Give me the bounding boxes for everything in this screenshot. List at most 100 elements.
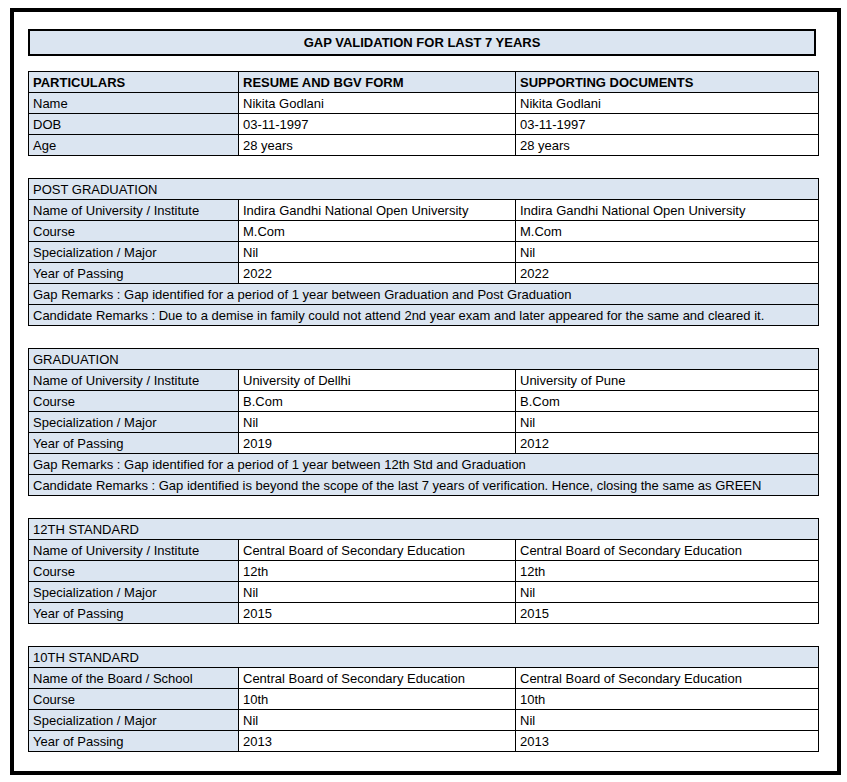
- resume-value: 2013: [239, 731, 516, 752]
- supporting-value: 2013: [516, 731, 819, 752]
- section-table-12th-standard: 12TH STANDARD Name of University / Insti…: [28, 518, 819, 624]
- candidate-remarks: Candidate Remarks : Gap identified is be…: [29, 475, 819, 496]
- section-table-10th-standard: 10TH STANDARD Name of the Board / School…: [28, 646, 819, 752]
- table-header-row: PARTICULARS RESUME AND BGV FORM SUPPORTI…: [29, 72, 819, 93]
- row-label: Name of the Board / School: [29, 668, 239, 689]
- candidate-remarks-row: Candidate Remarks : Gap identified is be…: [29, 475, 819, 496]
- supporting-value: 2015: [516, 603, 819, 624]
- row-label: Specialization / Major: [29, 412, 239, 433]
- table-row: Name of University / Institute Central B…: [29, 540, 819, 561]
- candidate-remarks: Candidate Remarks : Due to a demise in f…: [29, 305, 819, 326]
- table-row: Course M.Com M.Com: [29, 221, 819, 242]
- resume-value: 2022: [239, 263, 516, 284]
- row-label: Year of Passing: [29, 731, 239, 752]
- table-row: DOB 03-11-1997 03-11-1997: [29, 114, 819, 135]
- document-content: GAP VALIDATION FOR LAST 7 YEARS PARTICUL…: [14, 12, 837, 752]
- table-row: Specialization / Major Nil Nil: [29, 242, 819, 263]
- row-label: Age: [29, 135, 239, 156]
- supporting-value: 12th: [516, 561, 819, 582]
- supporting-value: 03-11-1997: [516, 114, 819, 135]
- resume-value: 2015: [239, 603, 516, 624]
- resume-value: Nil: [239, 242, 516, 263]
- row-label: Name: [29, 93, 239, 114]
- document-page: { "title": "GAP VALIDATION FOR LAST 7 YE…: [0, 0, 847, 782]
- resume-value: Central Board of Secondary Education: [239, 540, 516, 561]
- row-label: Name of University / Institute: [29, 540, 239, 561]
- resume-value: Nil: [239, 582, 516, 603]
- resume-value: 28 years: [239, 135, 516, 156]
- column-header-particulars: PARTICULARS: [29, 72, 239, 93]
- table-row: Course 10th 10th: [29, 689, 819, 710]
- supporting-value: 2022: [516, 263, 819, 284]
- supporting-value: University of Pune: [516, 370, 819, 391]
- gap-remarks: Gap Remarks : Gap identified for a perio…: [29, 284, 819, 305]
- table-row: Name of the Board / School Central Board…: [29, 668, 819, 689]
- table-row: Year of Passing 2022 2022: [29, 263, 819, 284]
- row-label: Specialization / Major: [29, 710, 239, 731]
- document-frame: GAP VALIDATION FOR LAST 7 YEARS PARTICUL…: [10, 8, 841, 775]
- table-row: Name of University / Institute Universit…: [29, 370, 819, 391]
- row-label: DOB: [29, 114, 239, 135]
- table-row: Course B.Com B.Com: [29, 391, 819, 412]
- supporting-value: Nil: [516, 242, 819, 263]
- resume-value: Nikita Godlani: [239, 93, 516, 114]
- gap-remarks: Gap Remarks : Gap identified for a perio…: [29, 454, 819, 475]
- supporting-value: M.Com: [516, 221, 819, 242]
- table-row: Year of Passing 2019 2012: [29, 433, 819, 454]
- resume-value: B.Com: [239, 391, 516, 412]
- table-row: Course 12th 12th: [29, 561, 819, 582]
- supporting-value: 10th: [516, 689, 819, 710]
- row-label: Specialization / Major: [29, 582, 239, 603]
- particulars-table: PARTICULARS RESUME AND BGV FORM SUPPORTI…: [28, 71, 819, 156]
- section-heading-row: 12TH STANDARD: [29, 519, 819, 540]
- supporting-value: Central Board of Secondary Education: [516, 668, 819, 689]
- row-label: Year of Passing: [29, 263, 239, 284]
- resume-value: Central Board of Secondary Education: [239, 668, 516, 689]
- table-row: Year of Passing 2015 2015: [29, 603, 819, 624]
- gap-remarks-row: Gap Remarks : Gap identified for a perio…: [29, 454, 819, 475]
- supporting-value: B.Com: [516, 391, 819, 412]
- row-label: Course: [29, 391, 239, 412]
- table-row: Specialization / Major Nil Nil: [29, 412, 819, 433]
- section-heading: POST GRADUATION: [29, 179, 819, 200]
- section-table-graduation: GRADUATION Name of University / Institut…: [28, 348, 819, 496]
- row-label: Course: [29, 689, 239, 710]
- row-label: Course: [29, 561, 239, 582]
- table-row: Year of Passing 2013 2013: [29, 731, 819, 752]
- row-label: Specialization / Major: [29, 242, 239, 263]
- resume-value: 03-11-1997: [239, 114, 516, 135]
- table-row: Specialization / Major Nil Nil: [29, 710, 819, 731]
- section-heading: GRADUATION: [29, 349, 819, 370]
- resume-value: Indira Gandhi National Open University: [239, 200, 516, 221]
- supporting-value: 28 years: [516, 135, 819, 156]
- row-label: Year of Passing: [29, 603, 239, 624]
- resume-value: Nil: [239, 710, 516, 731]
- section-heading-row: POST GRADUATION: [29, 179, 819, 200]
- row-label: Name of University / Institute: [29, 370, 239, 391]
- resume-value: M.Com: [239, 221, 516, 242]
- section-heading-row: GRADUATION: [29, 349, 819, 370]
- table-row: Age 28 years 28 years: [29, 135, 819, 156]
- row-label: Course: [29, 221, 239, 242]
- gap-remarks-row: Gap Remarks : Gap identified for a perio…: [29, 284, 819, 305]
- resume-value: 10th: [239, 689, 516, 710]
- supporting-value: Nikita Godlani: [516, 93, 819, 114]
- row-label: Name of University / Institute: [29, 200, 239, 221]
- supporting-value: Nil: [516, 412, 819, 433]
- supporting-value: Nil: [516, 582, 819, 603]
- table-row: Name Nikita Godlani Nikita Godlani: [29, 93, 819, 114]
- row-label: Year of Passing: [29, 433, 239, 454]
- section-heading: 12TH STANDARD: [29, 519, 819, 540]
- section-table-post-graduation: POST GRADUATION Name of University / Ins…: [28, 178, 819, 326]
- table-row: Name of University / Institute Indira Ga…: [29, 200, 819, 221]
- resume-value: 12th: [239, 561, 516, 582]
- resume-value: University of Dellhi: [239, 370, 516, 391]
- column-header-supporting: SUPPORTING DOCUMENTS: [516, 72, 819, 93]
- supporting-value: 2012: [516, 433, 819, 454]
- supporting-value: Central Board of Secondary Education: [516, 540, 819, 561]
- table-row: Specialization / Major Nil Nil: [29, 582, 819, 603]
- resume-value: Nil: [239, 412, 516, 433]
- supporting-value: Nil: [516, 710, 819, 731]
- section-heading-row: 10TH STANDARD: [29, 647, 819, 668]
- supporting-value: Indira Gandhi National Open University: [516, 200, 819, 221]
